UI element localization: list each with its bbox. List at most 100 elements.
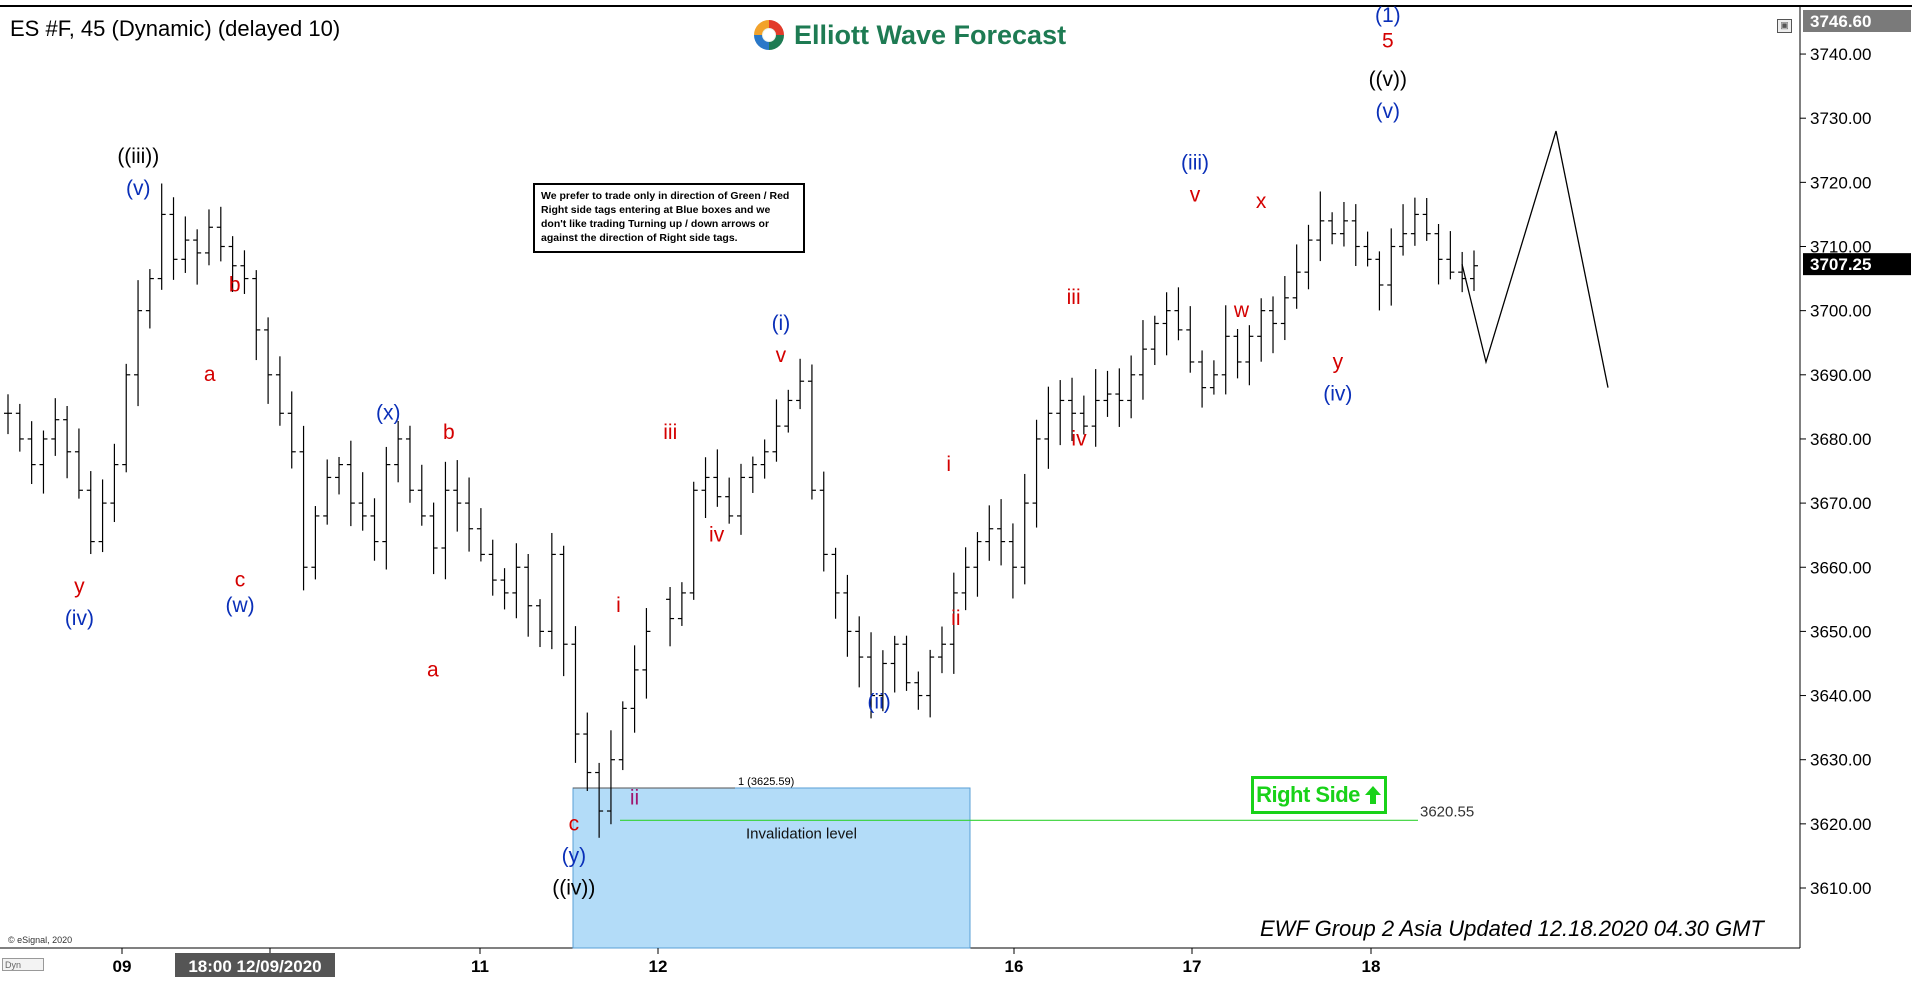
dyn-toggle[interactable]: Dyn — [2, 958, 44, 971]
wave-label: ii — [630, 787, 639, 810]
price-bar — [843, 574, 852, 657]
price-bar — [1410, 197, 1419, 246]
price-bar — [323, 459, 332, 525]
top-price-tag-bg — [1803, 10, 1911, 32]
x-tick-label: 17 — [1183, 957, 1202, 976]
price-bar — [914, 671, 923, 710]
price-bar — [358, 472, 367, 531]
price-bar — [382, 446, 391, 570]
price-bar — [453, 460, 462, 532]
restore-icon[interactable]: ▣ — [1777, 19, 1792, 33]
y-tick-label: 3720.00 — [1810, 173, 1871, 192]
y-tick-label: 3640.00 — [1810, 687, 1871, 706]
y-tick-label: 3660.00 — [1810, 558, 1871, 577]
price-bar — [181, 216, 190, 273]
wave-label: b — [229, 273, 241, 296]
price-bar — [15, 403, 24, 452]
wave-label: iii — [663, 421, 677, 444]
price-bar — [772, 399, 781, 462]
price-bar — [937, 626, 946, 674]
wave-label: a — [427, 658, 439, 681]
price-bar — [74, 428, 83, 499]
invalidation-text: Invalidation level — [746, 825, 857, 842]
price-bar — [1363, 231, 1372, 267]
price-bar — [465, 477, 474, 552]
projection-path — [1461, 130, 1609, 388]
wave-label: (v) — [126, 177, 151, 200]
y-tick-label: 3670.00 — [1810, 494, 1871, 513]
price-bar — [1470, 250, 1478, 291]
wave-label: a — [204, 363, 216, 386]
price-bar — [1269, 296, 1278, 354]
wave-label: (1) — [1375, 4, 1401, 27]
price-bar — [949, 572, 958, 674]
price-bar — [204, 209, 213, 266]
price-bar — [1138, 320, 1147, 400]
trading-disclaimer: We prefer to trade only in direction of … — [533, 183, 805, 253]
wave-label: y — [1333, 350, 1344, 373]
price-bar — [713, 449, 722, 507]
price-bar — [1304, 224, 1313, 290]
price-bar — [1209, 360, 1218, 395]
logo-swirl-icon — [754, 20, 784, 50]
price-bar — [1127, 355, 1136, 419]
wave-label: (iv) — [65, 607, 94, 630]
price-bar — [902, 635, 911, 691]
price-bar — [796, 358, 805, 410]
price-bar — [571, 626, 580, 763]
price-bar — [1186, 306, 1195, 373]
price-bar — [784, 389, 793, 433]
price-bar — [1316, 191, 1325, 262]
y-tick-label: 3740.00 — [1810, 45, 1871, 64]
x-tick-label: 09 — [113, 957, 132, 976]
x-tick-label: 12 — [649, 957, 668, 976]
arrow-up-icon — [1364, 786, 1381, 804]
price-bar — [264, 317, 273, 404]
price-bar — [1233, 328, 1242, 379]
price-bar — [760, 439, 769, 479]
update-footer: EWF Group 2 Asia Updated 12.18.2020 04.3… — [1260, 916, 1764, 941]
price-bar — [1339, 201, 1348, 247]
invalidation-value: 3620.55 — [1420, 803, 1474, 820]
price-bar — [335, 456, 344, 495]
price-bar — [677, 582, 686, 626]
price-bar — [595, 762, 604, 838]
price-bar — [1056, 380, 1065, 446]
wave-label: (y) — [562, 844, 587, 867]
price-bar — [63, 405, 72, 479]
wave-label: ii — [951, 607, 960, 630]
wave-label: (w) — [225, 594, 254, 617]
price-bar — [169, 197, 178, 280]
price-bar — [1280, 276, 1289, 341]
price-bar — [287, 391, 296, 469]
price-bar — [157, 183, 166, 290]
price-bar — [547, 532, 556, 650]
wave-label: w — [1233, 299, 1250, 322]
price-bar — [110, 443, 119, 523]
price-bar — [1079, 395, 1088, 435]
price-bar — [1328, 212, 1337, 245]
wave-label: i — [616, 594, 621, 617]
price-bar — [4, 394, 12, 435]
wave-label: ((v)) — [1369, 68, 1407, 91]
price-bar — [985, 505, 994, 561]
price-bar — [642, 608, 651, 699]
price-bar — [855, 616, 864, 688]
current-price-tag-bg — [1803, 253, 1911, 276]
price-bar — [725, 477, 734, 524]
price-bar — [1351, 204, 1360, 267]
x-crosshair-tag: 18:00 12/09/2020 — [188, 957, 321, 976]
price-bar — [500, 568, 509, 610]
price-bar — [193, 229, 202, 285]
y-tick-label: 3680.00 — [1810, 430, 1871, 449]
y-tick-label: 3700.00 — [1810, 302, 1871, 321]
x-crosshair-tag-bg — [175, 953, 335, 977]
price-bar — [1375, 251, 1384, 311]
right-side-label: Right Side — [1256, 782, 1360, 807]
wave-label: c — [569, 812, 580, 835]
blue-box-label: 1 (3625.59) — [738, 776, 794, 788]
price-bar — [524, 553, 533, 637]
price-bar — [630, 645, 639, 733]
